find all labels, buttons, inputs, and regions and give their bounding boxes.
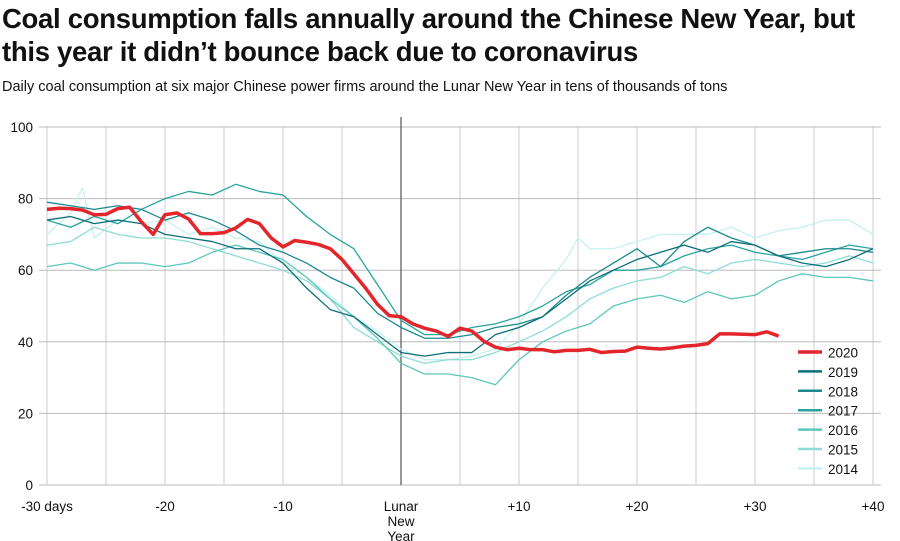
series-line-2018 — [46, 201, 874, 339]
legend-label: 2018 — [828, 384, 858, 399]
y-tick-label: 100 — [10, 120, 33, 135]
series-line-2016 — [46, 244, 874, 386]
x-tick-label: +40 — [862, 499, 885, 514]
x-tick-label: +10 — [508, 499, 531, 514]
x-tick-label: -10 — [273, 499, 293, 514]
legend-label: 2016 — [828, 423, 858, 438]
y-tick-label: 80 — [18, 192, 33, 207]
y-tick-label: 0 — [25, 478, 33, 493]
y-tick-label: 40 — [18, 335, 33, 350]
chart-title: Coal consumption falls annually around t… — [2, 3, 855, 67]
y-tick-label: 60 — [18, 263, 33, 278]
series-line-2014 — [46, 187, 874, 361]
legend-label: 2015 — [828, 443, 858, 458]
x-tick-label: -20 — [155, 499, 175, 514]
x-tick-label: -30 days — [21, 499, 73, 514]
x-tick-label: +20 — [626, 499, 649, 514]
series-line-2020 — [46, 205, 780, 355]
series-line-2019 — [46, 215, 874, 357]
legend-label: 2017 — [828, 404, 858, 419]
y-tick-label: 20 — [18, 406, 33, 421]
legend-label: 2014 — [828, 462, 859, 477]
legend-label: 2019 — [828, 365, 858, 380]
series-line-2015 — [46, 226, 874, 364]
series-line-2017 — [46, 183, 874, 336]
x-tick-label: +30 — [744, 499, 767, 514]
x-tick-label: Lunar New Year — [384, 499, 419, 541]
legend-label: 2020 — [828, 346, 858, 361]
chart-subtitle: Daily coal consumption at six major Chin… — [2, 79, 728, 95]
